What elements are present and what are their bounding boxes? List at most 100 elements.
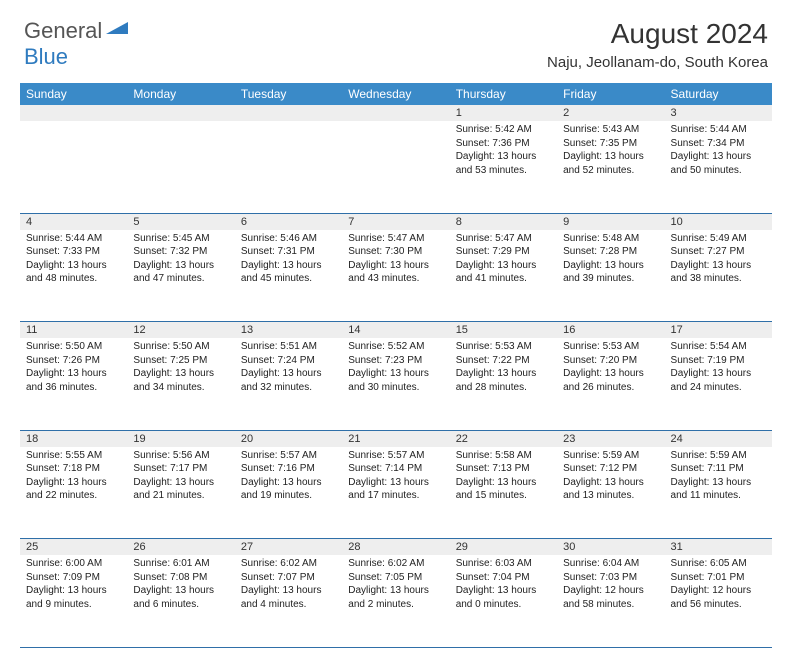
day-detail-line: and 21 minutes. xyxy=(133,489,228,503)
brand-text-part1: General xyxy=(24,18,102,44)
day-detail-line: Sunrise: 5:55 AM xyxy=(26,449,121,463)
calendar-day-cell: Sunrise: 6:00 AMSunset: 7:09 PMDaylight:… xyxy=(20,555,127,647)
day-detail: Sunrise: 5:49 AMSunset: 7:27 PMDaylight:… xyxy=(665,230,772,290)
day-detail: Sunrise: 5:53 AMSunset: 7:20 PMDaylight:… xyxy=(557,338,664,398)
day-detail-line: Sunset: 7:34 PM xyxy=(671,137,766,151)
day-detail-line: Sunset: 7:05 PM xyxy=(348,571,443,585)
day-detail: Sunrise: 5:45 AMSunset: 7:32 PMDaylight:… xyxy=(127,230,234,290)
day-detail-line: Sunset: 7:09 PM xyxy=(26,571,121,585)
day-detail-line: Daylight: 13 hours xyxy=(348,259,443,273)
day-number-cell: 2 xyxy=(557,105,664,121)
day-detail: Sunrise: 5:44 AMSunset: 7:33 PMDaylight:… xyxy=(20,230,127,290)
calendar-day-cell: Sunrise: 5:54 AMSunset: 7:19 PMDaylight:… xyxy=(665,338,772,430)
day-detail-line: Sunrise: 5:54 AM xyxy=(671,340,766,354)
day-detail-line: Sunrise: 5:45 AM xyxy=(133,232,228,246)
day-detail-line: Sunrise: 5:47 AM xyxy=(456,232,551,246)
calendar-day-cell: Sunrise: 5:59 AMSunset: 7:12 PMDaylight:… xyxy=(557,447,664,539)
day-detail-line: Sunset: 7:30 PM xyxy=(348,245,443,259)
page-header: General August 2024 Naju, Jeollanam-do, … xyxy=(0,0,792,75)
day-detail: Sunrise: 5:46 AMSunset: 7:31 PMDaylight:… xyxy=(235,230,342,290)
calendar-day-cell: Sunrise: 6:01 AMSunset: 7:08 PMDaylight:… xyxy=(127,555,234,647)
weekday-header: Thursday xyxy=(450,83,557,105)
calendar-week-row: Sunrise: 5:50 AMSunset: 7:26 PMDaylight:… xyxy=(20,338,772,430)
day-detail-line: Daylight: 13 hours xyxy=(241,259,336,273)
day-detail: Sunrise: 5:59 AMSunset: 7:12 PMDaylight:… xyxy=(557,447,664,507)
day-detail-line: Sunset: 7:11 PM xyxy=(671,462,766,476)
day-number-cell xyxy=(235,105,342,121)
calendar-day-cell: Sunrise: 5:46 AMSunset: 7:31 PMDaylight:… xyxy=(235,230,342,322)
day-detail-line: Daylight: 13 hours xyxy=(348,584,443,598)
day-detail: Sunrise: 5:57 AMSunset: 7:16 PMDaylight:… xyxy=(235,447,342,507)
day-detail-line: and 2 minutes. xyxy=(348,598,443,612)
day-detail-line: and 19 minutes. xyxy=(241,489,336,503)
weekday-header: Friday xyxy=(557,83,664,105)
day-detail-line: Daylight: 13 hours xyxy=(348,367,443,381)
day-detail-line: Sunrise: 6:01 AM xyxy=(133,557,228,571)
calendar-day-cell: Sunrise: 5:53 AMSunset: 7:20 PMDaylight:… xyxy=(557,338,664,430)
day-detail-line: Daylight: 13 hours xyxy=(133,367,228,381)
day-number-cell: 8 xyxy=(450,213,557,230)
day-number-row: 123 xyxy=(20,105,772,121)
day-detail-line: Daylight: 13 hours xyxy=(26,367,121,381)
day-detail: Sunrise: 5:56 AMSunset: 7:17 PMDaylight:… xyxy=(127,447,234,507)
day-detail-line: and 13 minutes. xyxy=(563,489,658,503)
day-detail-line: Daylight: 13 hours xyxy=(563,259,658,273)
day-detail: Sunrise: 5:50 AMSunset: 7:26 PMDaylight:… xyxy=(20,338,127,398)
day-detail-line: and 38 minutes. xyxy=(671,272,766,286)
calendar-day-cell: Sunrise: 5:47 AMSunset: 7:30 PMDaylight:… xyxy=(342,230,449,322)
day-detail-line: and 30 minutes. xyxy=(348,381,443,395)
calendar-day-cell: Sunrise: 5:44 AMSunset: 7:34 PMDaylight:… xyxy=(665,121,772,213)
day-detail-line: Sunrise: 5:48 AM xyxy=(563,232,658,246)
day-detail-line: Sunrise: 5:49 AM xyxy=(671,232,766,246)
day-number-row: 25262728293031 xyxy=(20,539,772,556)
weekday-header: Tuesday xyxy=(235,83,342,105)
day-detail-line: and 34 minutes. xyxy=(133,381,228,395)
day-detail-line: Sunrise: 5:46 AM xyxy=(241,232,336,246)
day-detail-line: Daylight: 13 hours xyxy=(26,584,121,598)
day-detail-line: and 32 minutes. xyxy=(241,381,336,395)
day-detail-line: Sunrise: 6:04 AM xyxy=(563,557,658,571)
day-detail: Sunrise: 6:02 AMSunset: 7:05 PMDaylight:… xyxy=(342,555,449,615)
day-detail-line: Sunrise: 5:52 AM xyxy=(348,340,443,354)
day-number-cell: 1 xyxy=(450,105,557,121)
calendar-day-cell: Sunrise: 5:53 AMSunset: 7:22 PMDaylight:… xyxy=(450,338,557,430)
day-detail-line: Sunset: 7:19 PM xyxy=(671,354,766,368)
day-detail-line: and 26 minutes. xyxy=(563,381,658,395)
day-detail-line: Sunrise: 5:47 AM xyxy=(348,232,443,246)
day-detail: Sunrise: 5:42 AMSunset: 7:36 PMDaylight:… xyxy=(450,121,557,181)
calendar-day-cell: Sunrise: 5:48 AMSunset: 7:28 PMDaylight:… xyxy=(557,230,664,322)
day-detail-line: Sunset: 7:26 PM xyxy=(26,354,121,368)
day-detail-line: Daylight: 13 hours xyxy=(671,476,766,490)
day-detail-line: Sunrise: 5:42 AM xyxy=(456,123,551,137)
day-detail: Sunrise: 5:48 AMSunset: 7:28 PMDaylight:… xyxy=(557,230,664,290)
day-detail-line: and 45 minutes. xyxy=(241,272,336,286)
day-detail-line: Sunrise: 5:59 AM xyxy=(671,449,766,463)
day-detail: Sunrise: 6:02 AMSunset: 7:07 PMDaylight:… xyxy=(235,555,342,615)
day-detail-line: Sunset: 7:31 PM xyxy=(241,245,336,259)
day-detail-line: and 15 minutes. xyxy=(456,489,551,503)
day-number-cell: 13 xyxy=(235,322,342,339)
day-number-cell: 24 xyxy=(665,430,772,447)
brand-logo: General xyxy=(24,18,130,44)
day-detail-line: and 11 minutes. xyxy=(671,489,766,503)
calendar-day-cell: Sunrise: 5:42 AMSunset: 7:36 PMDaylight:… xyxy=(450,121,557,213)
calendar-day-cell: Sunrise: 5:44 AMSunset: 7:33 PMDaylight:… xyxy=(20,230,127,322)
day-detail: Sunrise: 5:59 AMSunset: 7:11 PMDaylight:… xyxy=(665,447,772,507)
calendar-day-cell: Sunrise: 5:43 AMSunset: 7:35 PMDaylight:… xyxy=(557,121,664,213)
day-number-cell: 14 xyxy=(342,322,449,339)
location-text: Naju, Jeollanam-do, South Korea xyxy=(547,54,768,71)
calendar-day-cell: Sunrise: 5:50 AMSunset: 7:25 PMDaylight:… xyxy=(127,338,234,430)
day-detail: Sunrise: 6:03 AMSunset: 7:04 PMDaylight:… xyxy=(450,555,557,615)
day-detail-line: Sunset: 7:14 PM xyxy=(348,462,443,476)
day-detail-line: Sunrise: 5:57 AM xyxy=(241,449,336,463)
weekday-header: Sunday xyxy=(20,83,127,105)
day-detail-line: and 56 minutes. xyxy=(671,598,766,612)
calendar-day-cell: Sunrise: 5:57 AMSunset: 7:16 PMDaylight:… xyxy=(235,447,342,539)
day-number-cell: 23 xyxy=(557,430,664,447)
day-detail-line: and 58 minutes. xyxy=(563,598,658,612)
weekday-header: Monday xyxy=(127,83,234,105)
day-detail-line: and 47 minutes. xyxy=(133,272,228,286)
month-title: August 2024 xyxy=(547,18,768,50)
day-detail-line: Sunset: 7:01 PM xyxy=(671,571,766,585)
day-number-cell: 26 xyxy=(127,539,234,556)
